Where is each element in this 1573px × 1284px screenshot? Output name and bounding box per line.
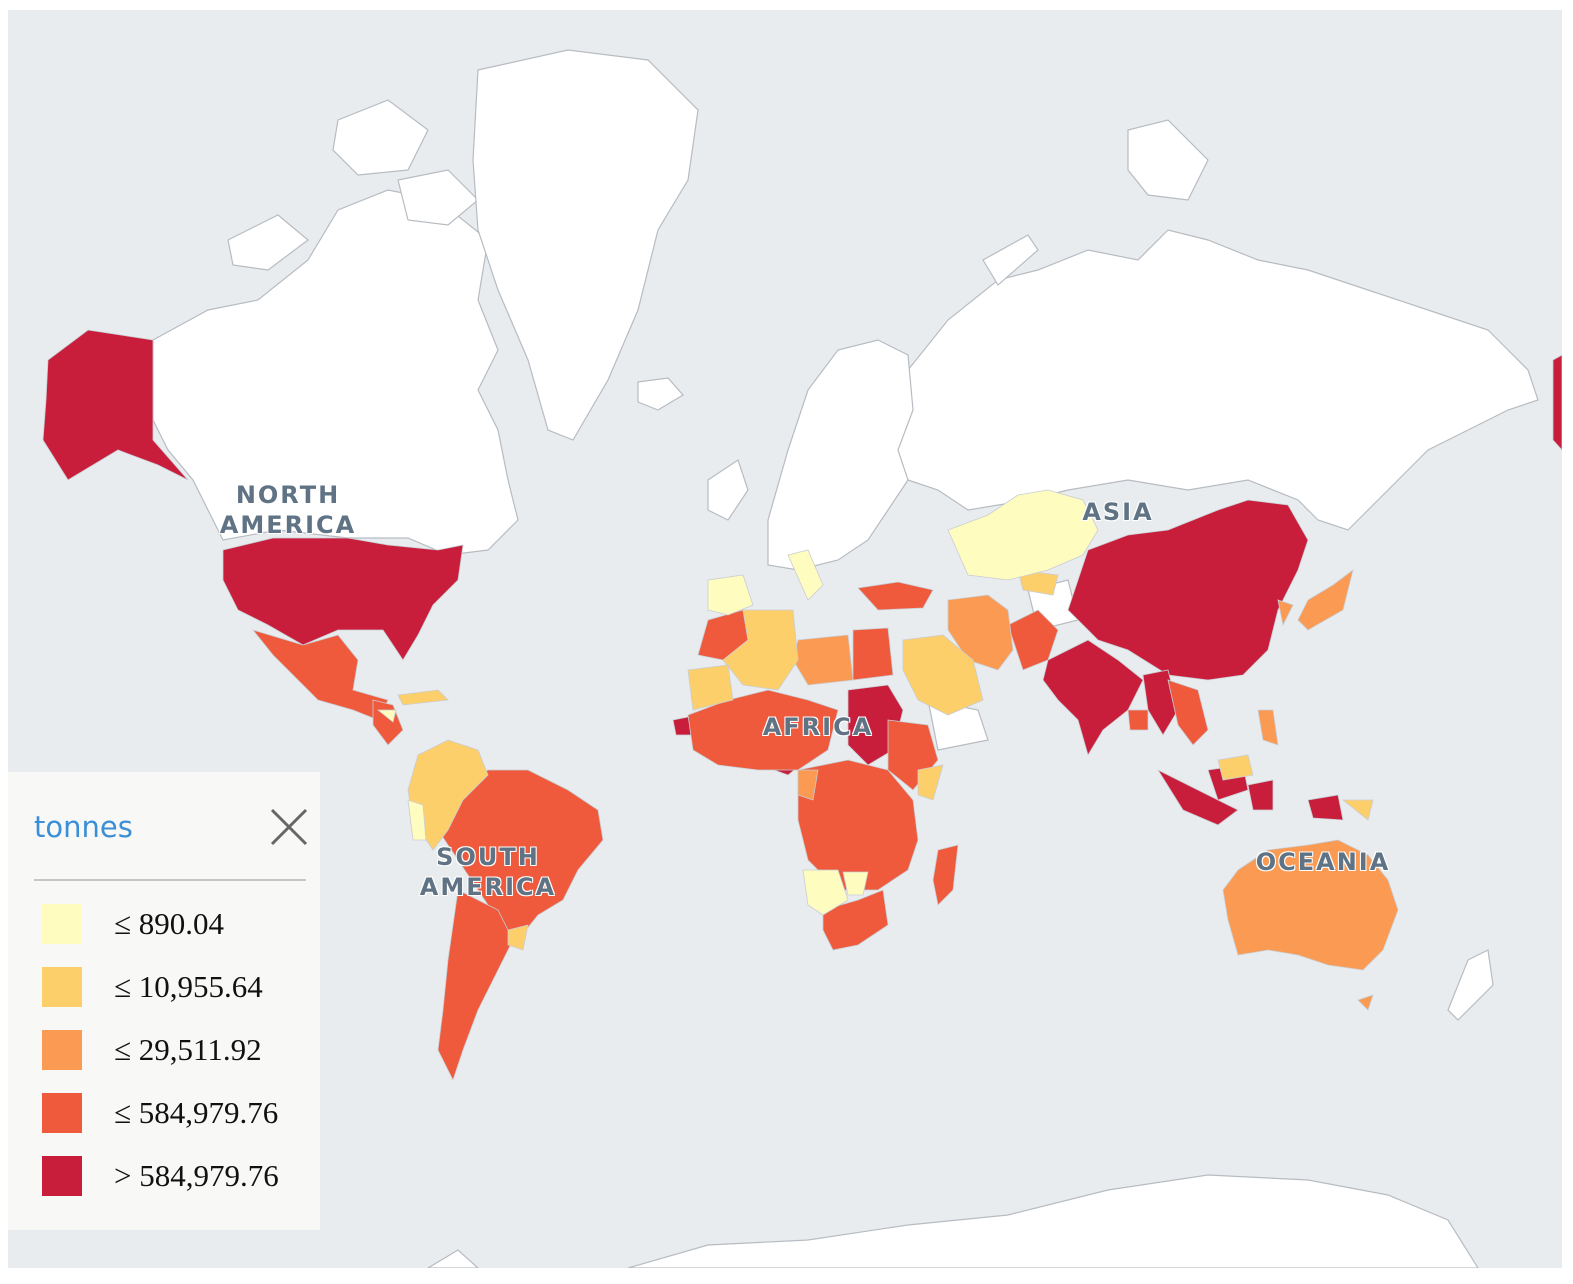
region-brazil	[437, 769, 604, 941]
region-greenland	[472, 49, 699, 441]
region-botswana-namibia	[802, 869, 849, 916]
legend-swatch	[42, 904, 82, 944]
region-iberia	[707, 574, 754, 616]
region-algeria	[722, 609, 799, 691]
legend-label: ≤ 890.04	[114, 906, 225, 941]
continent-label-south-america: SOUTH AMERICA	[419, 843, 557, 901]
continent-label-north-america: NORTH AMERICA	[219, 481, 357, 539]
region-kazakhstan	[947, 489, 1099, 581]
class-1-regions	[376, 489, 1099, 916]
region-turkey	[857, 581, 934, 611]
continent-label-oceania: OCEANIA	[1255, 848, 1391, 876]
region-central-america	[372, 699, 404, 746]
region-australia	[1222, 839, 1399, 971]
region-japan	[1297, 569, 1354, 631]
legend-divider	[34, 879, 306, 881]
region-saudi-arabia	[902, 634, 984, 716]
region-usa	[222, 537, 464, 661]
region-italy	[787, 549, 824, 601]
region-russia	[887, 229, 1539, 531]
class-4-regions	[251, 581, 1209, 1082]
legend-item: ≤ 584,979.76	[42, 1091, 312, 1135]
region-egypt	[852, 627, 894, 681]
region-indonesia	[1156, 769, 1239, 826]
region-mauritania	[687, 664, 734, 711]
region-caribbean	[397, 689, 449, 706]
class-2-regions	[397, 569, 1374, 951]
legend-item: ≤ 10,955.64	[42, 965, 312, 1009]
legend-swatch	[42, 1030, 82, 1070]
legend-item: ≤ 890.04	[42, 902, 312, 946]
legend-label: ≤ 10,955.64	[114, 969, 263, 1004]
region-iran	[947, 594, 1014, 671]
world-choropleth-map[interactable]: NORTH AMERICA ASIA AFRICA SOUTH AMERICA …	[8, 10, 1562, 1268]
legend-label: ≤ 29,511.92	[114, 1032, 262, 1067]
class-3-regions	[792, 569, 1399, 1011]
legend-label: > 584,979.76	[114, 1158, 279, 1193]
region-pakistan	[1007, 609, 1059, 671]
region-canada	[152, 189, 519, 556]
continent-label-africa: AFRICA	[762, 713, 874, 741]
class-5-regions	[42, 329, 1562, 826]
region-southern-africa	[822, 889, 889, 951]
legend-item: ≤ 29,511.92	[42, 1028, 312, 1072]
region-madagascar	[932, 844, 959, 906]
region-west-africa	[687, 689, 839, 771]
region-europe	[767, 339, 914, 571]
legend-swatch	[42, 1156, 82, 1196]
close-icon[interactable]	[266, 804, 312, 850]
region-argentina-chile	[437, 889, 514, 1082]
no-data-regions	[152, 49, 1539, 1268]
legend-swatch	[42, 967, 82, 1007]
legend-item: > 584,979.76	[42, 1154, 312, 1198]
region-libya	[792, 634, 854, 686]
legend-panel: tonnes ≤ 890.04 ≤ 10,955.64 ≤ 29,511.92	[8, 772, 320, 1230]
legend-title: tonnes	[34, 810, 133, 844]
region-central-africa	[797, 759, 919, 891]
region-mexico	[251, 629, 389, 721]
continent-label-asia: ASIA	[1082, 498, 1154, 526]
legend-swatch	[42, 1093, 82, 1133]
legend-label: ≤ 584,979.76	[114, 1095, 279, 1130]
map-canvas[interactable]	[8, 10, 1562, 1268]
region-india	[1042, 639, 1144, 756]
region-se-asia	[1167, 679, 1209, 746]
region-china	[1067, 499, 1309, 681]
region-alaska	[42, 329, 189, 481]
region-antarctica	[627, 1174, 1479, 1268]
